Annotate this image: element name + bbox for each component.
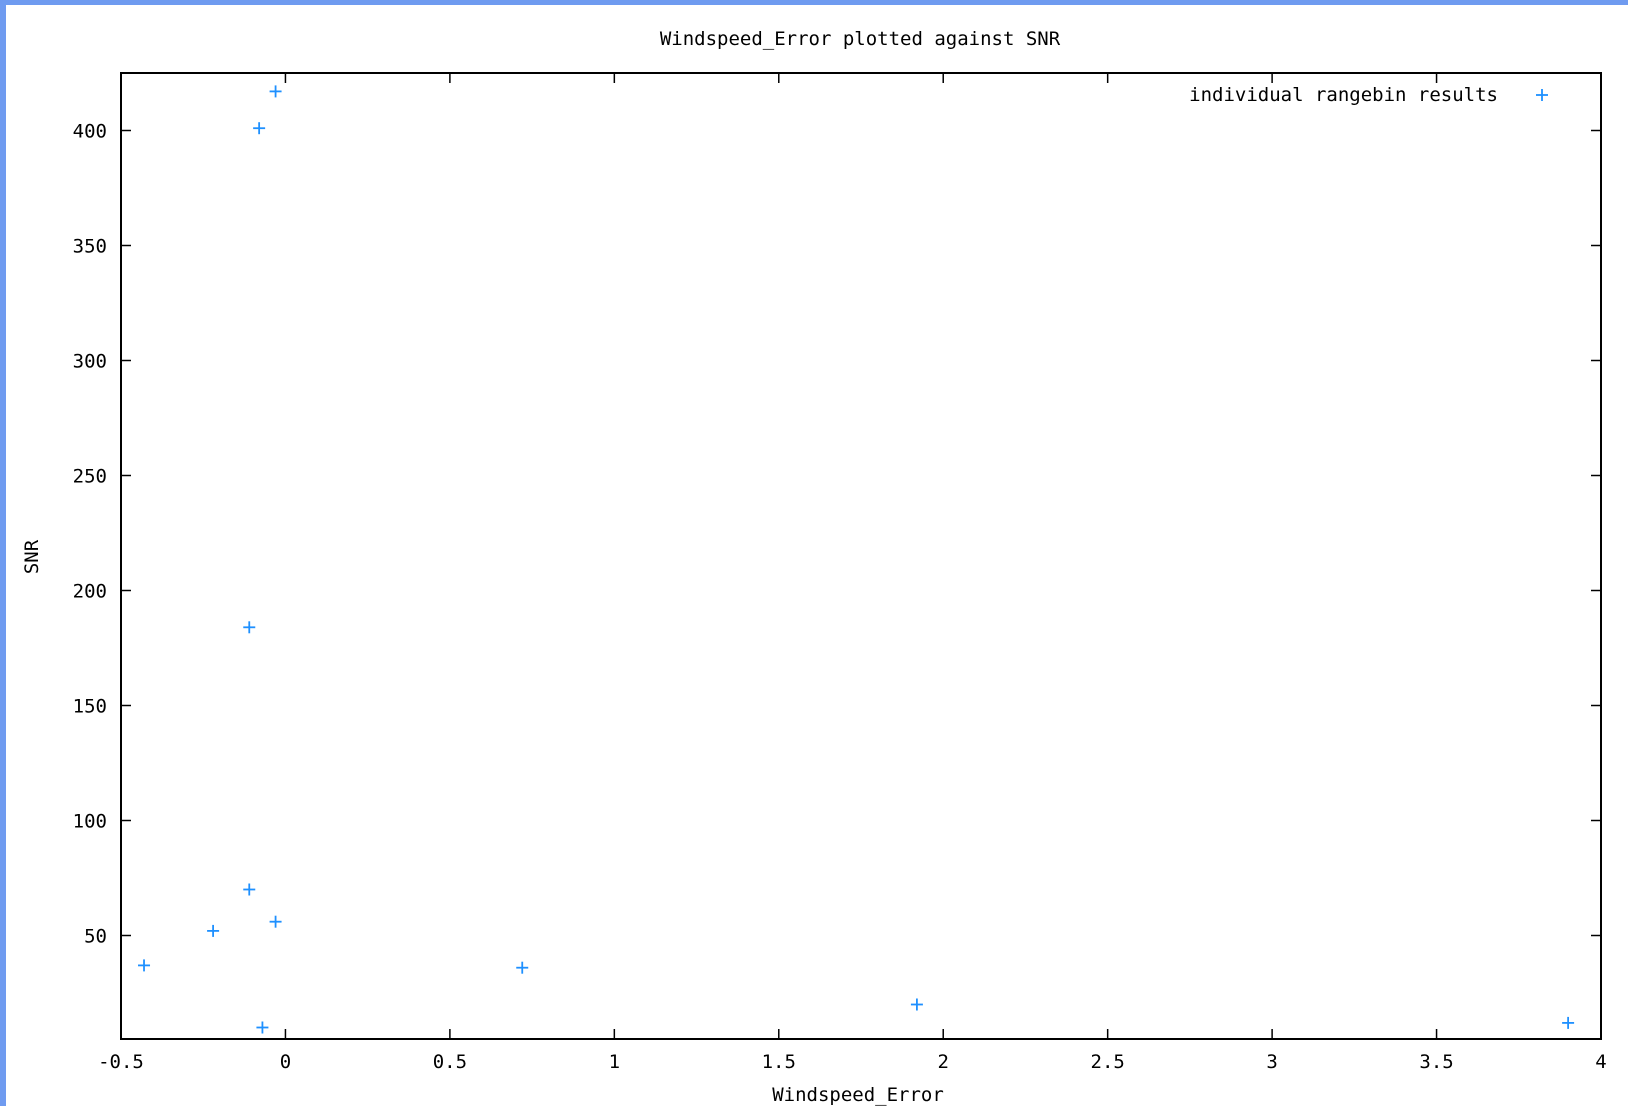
data-point — [1562, 1016, 1575, 1029]
data-point — [243, 621, 256, 634]
y-axis-ticks: 50 100 150 200 250 300 350 400 — [73, 121, 1601, 948]
y-tick-label: 200 — [73, 581, 107, 603]
y-tick-label: 300 — [73, 351, 107, 373]
data-point — [256, 1021, 269, 1034]
x-tick-label: -0.5 — [98, 1051, 144, 1073]
y-tick-label: 50 — [84, 926, 107, 948]
x-axis-ticks: -0.5 0 0.5 1 1.5 2 2.5 3 3.5 4 — [98, 73, 1607, 1073]
plot-area — [120, 72, 1602, 1040]
legend-label: individual rangebin results — [1189, 84, 1498, 106]
x-tick-label: 1.5 — [762, 1051, 796, 1073]
y-tick-label: 100 — [73, 811, 107, 833]
y-tick-label: 150 — [73, 696, 107, 718]
y-tick-label: 400 — [73, 121, 107, 143]
chart-title: Windspeed_Error plotted against SNR — [660, 28, 1061, 50]
x-tick-label: 3 — [1266, 1051, 1277, 1073]
data-point — [207, 924, 220, 937]
y-tick-label: 250 — [73, 466, 107, 488]
legend-marker-plus — [1536, 89, 1548, 101]
data-point — [243, 883, 256, 896]
x-tick-label: 1 — [609, 1051, 620, 1073]
x-axis-label: Windspeed_Error — [772, 1084, 944, 1106]
data-point — [138, 959, 151, 972]
data-point — [910, 998, 923, 1011]
legend-marker — [1536, 89, 1548, 101]
y-tick-label: 350 — [73, 236, 107, 258]
data-points — [138, 85, 1575, 1034]
data-point — [516, 961, 529, 974]
data-point — [269, 915, 282, 928]
data-point — [269, 85, 282, 98]
x-tick-label: 0.5 — [433, 1051, 467, 1073]
legend: individual rangebin results — [1189, 84, 1548, 106]
x-tick-label: 0 — [280, 1051, 291, 1073]
x-tick-label: 2.5 — [1091, 1051, 1125, 1073]
x-tick-label: 3.5 — [1419, 1051, 1453, 1073]
data-point — [253, 122, 266, 135]
y-axis-label: SNR — [21, 539, 43, 574]
x-tick-label: 4 — [1595, 1051, 1606, 1073]
x-tick-label: 2 — [937, 1051, 948, 1073]
